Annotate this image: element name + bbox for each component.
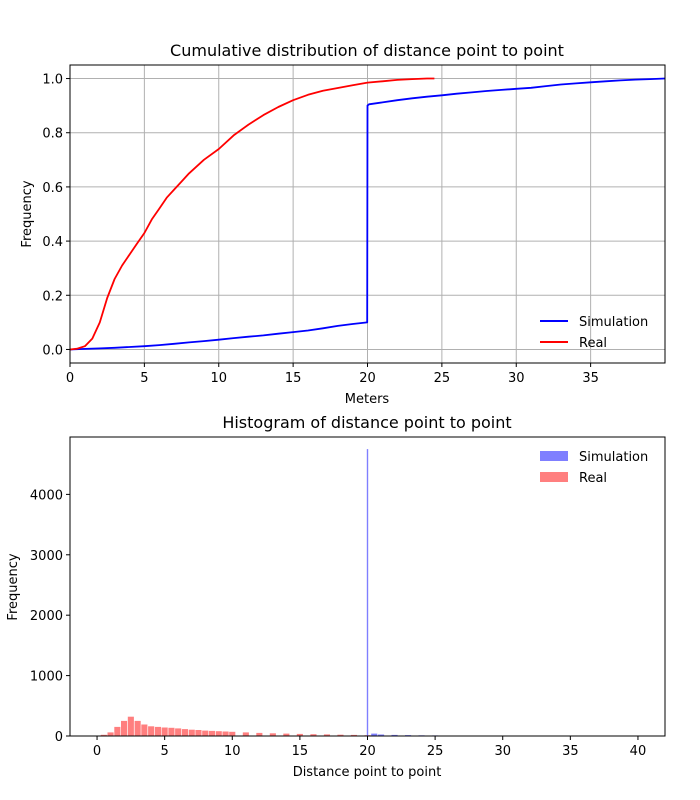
histogram-bar-real [208, 730, 215, 736]
histogram-bar-real [215, 731, 222, 736]
cdf-x-axis-label: Meters [345, 392, 390, 407]
cdf-legend-label-simulation: Simulation [579, 315, 648, 330]
cdf-y-tick-label: 0.0 [42, 343, 63, 358]
histogram-bar-real [323, 734, 330, 736]
histogram-title: Histogram of distance point to point [222, 413, 511, 432]
cdf-x-tick-label: 15 [285, 371, 302, 386]
histogram-bar-real [154, 726, 161, 736]
histogram-bar-real [283, 733, 290, 736]
histogram-y-tick-label: 0 [55, 730, 63, 745]
cdf-x-tick-label: 5 [140, 371, 148, 386]
cdf-y-axis-label: Frequency [20, 180, 35, 247]
histogram-y-axis-label: Frequency [6, 553, 21, 620]
histogram-bar-real [222, 731, 229, 736]
cdf-x-tick-label: 20 [359, 371, 376, 386]
histogram-x-tick-label: 20 [359, 744, 376, 759]
histogram-bar-real [161, 727, 168, 736]
histogram-bar-real [141, 724, 148, 736]
histogram-legend: Simulation Real [540, 450, 648, 486]
cdf-x-tick-label: 25 [434, 371, 451, 386]
cdf-title: Cumulative distribution of distance poin… [170, 41, 564, 60]
histogram-bar-real [114, 726, 121, 736]
cdf-y-tick-label: 1.0 [42, 73, 63, 88]
histogram-y-tick-label: 2000 [30, 609, 63, 624]
cdf-x-tick-label: 10 [210, 371, 227, 386]
histogram-bar-real [310, 734, 317, 736]
histogram-x-tick-label: 40 [630, 744, 647, 759]
cdf-y-tick-label: 0.6 [42, 181, 63, 196]
histogram-bar-real [202, 730, 209, 736]
histogram-x-tick-label: 35 [562, 744, 579, 759]
histogram-bar-real [121, 720, 128, 736]
histogram-bar-simulation [378, 734, 385, 736]
histogram-bar-real [148, 726, 155, 736]
histogram-bar-real [134, 720, 141, 736]
histogram-x-axis-label: Distance point to point [293, 765, 442, 780]
histogram-bar-real [350, 734, 357, 736]
histogram-x-tick-label: 15 [292, 744, 309, 759]
histogram-bar-real [107, 732, 114, 736]
cdf-chart: Cumulative distribution of distance poin… [20, 41, 666, 407]
histogram-bar-real [181, 729, 188, 736]
cdf-y-tick-label: 0.2 [42, 289, 63, 304]
histogram-bar-real [256, 732, 263, 736]
histogram-bar-real [195, 730, 202, 736]
histogram-x-tick-label: 0 [93, 744, 101, 759]
histogram-x-tick-label: 30 [494, 744, 511, 759]
histogram-bar-real [168, 727, 175, 736]
histogram-bar-simulation [391, 734, 398, 736]
cdf-x-ticks: 0 5 10 15 20 25 30 35 [66, 363, 599, 386]
histogram-x-tick-label: 5 [161, 744, 169, 759]
cdf-line-real [69, 77, 435, 351]
histogram-x-ticks: 0 5 10 15 20 25 30 35 40 [93, 736, 646, 759]
histogram-bar-real [269, 733, 276, 736]
histogram-bar-real [229, 731, 236, 736]
histogram-chart: Histogram of distance point to point 0 5 1… [6, 413, 666, 780]
cdf-x-tick-label: 30 [508, 371, 525, 386]
histogram-y-ticks: 0 1000 2000 3000 4000 [30, 488, 70, 745]
cdf-y-ticks: 0.0 0.2 0.4 0.6 0.8 1.0 [42, 73, 70, 358]
histogram-x-tick-label: 10 [224, 744, 241, 759]
cdf-y-tick-label: 0.8 [42, 127, 63, 142]
histogram-legend-swatch-real [540, 472, 568, 482]
histogram-bar-real [188, 729, 195, 736]
histogram-bar-real [337, 734, 344, 736]
histogram-bar-real [175, 728, 182, 736]
cdf-x-tick-label: 0 [66, 371, 74, 386]
histogram-bar-real [296, 733, 303, 736]
cdf-y-tick-label: 0.4 [42, 235, 63, 250]
cdf-line-simulation [69, 77, 666, 351]
histogram-legend-swatch-simulation [540, 451, 568, 461]
histogram-bar-real [127, 716, 134, 736]
histogram-bars [100, 449, 614, 736]
cdf-series-group [69, 77, 666, 351]
histogram-legend-label-simulation: Simulation [579, 450, 648, 465]
histogram-y-tick-label: 1000 [30, 670, 63, 685]
histogram-bar-simulation [371, 733, 378, 736]
cdf-legend-label-real: Real [579, 336, 607, 351]
histogram-bar-real [100, 734, 107, 736]
histogram-x-tick-label: 25 [427, 744, 444, 759]
histogram-bar-simulation [366, 449, 369, 736]
cdf-x-tick-label: 35 [582, 371, 599, 386]
histogram-y-tick-label: 3000 [30, 549, 63, 564]
histogram-bar-real [242, 732, 249, 736]
cdf-legend: Simulation Real [540, 315, 648, 351]
histogram-legend-label-real: Real [579, 471, 607, 486]
histogram-y-tick-label: 4000 [30, 488, 63, 503]
